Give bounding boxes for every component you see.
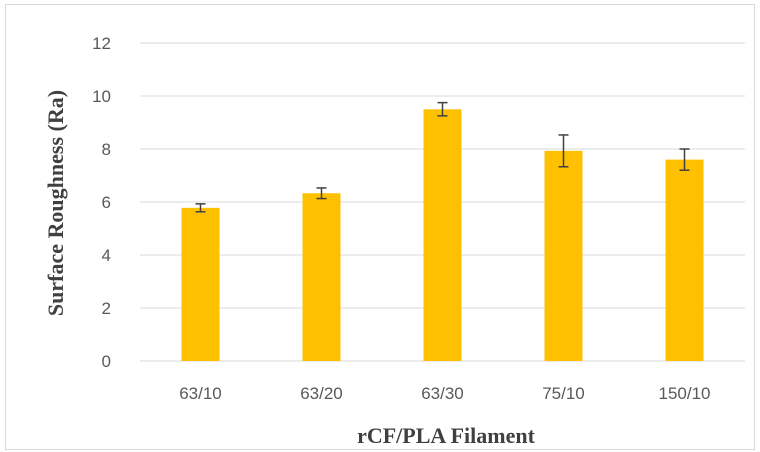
x-tick-label: 63/10	[179, 384, 222, 403]
y-axis-title: Surface Roughness (Ra)	[43, 90, 68, 316]
y-tick-label: 8	[102, 140, 111, 159]
y-tick-labels: 0 2 4 6 8 10 12	[92, 34, 111, 371]
chart-frame	[5, 4, 755, 450]
bar-75-10	[544, 150, 583, 361]
x-tick-label: 75/10	[542, 384, 585, 403]
bar-63-20	[302, 193, 341, 361]
y-tick-label: 10	[92, 87, 111, 106]
y-tick-label: 12	[92, 34, 111, 53]
bars	[181, 109, 704, 361]
x-tick-label: 63/20	[300, 384, 343, 403]
bar-63-10	[181, 207, 220, 361]
bar-63-30	[423, 109, 462, 361]
x-tick-labels: 63/10 63/20 63/30 75/10 150/10	[179, 384, 710, 403]
y-tick-label: 2	[102, 299, 111, 318]
y-tick-label: 4	[102, 246, 111, 265]
y-tick-label: 6	[102, 193, 111, 212]
x-tick-label: 63/30	[421, 384, 464, 403]
y-tick-label: 0	[102, 352, 111, 371]
x-tick-label: 150/10	[659, 384, 711, 403]
x-axis-title: rCF/PLA Filament	[357, 423, 535, 448]
error-bars	[195, 101, 690, 213]
bar-150-10	[665, 159, 704, 361]
